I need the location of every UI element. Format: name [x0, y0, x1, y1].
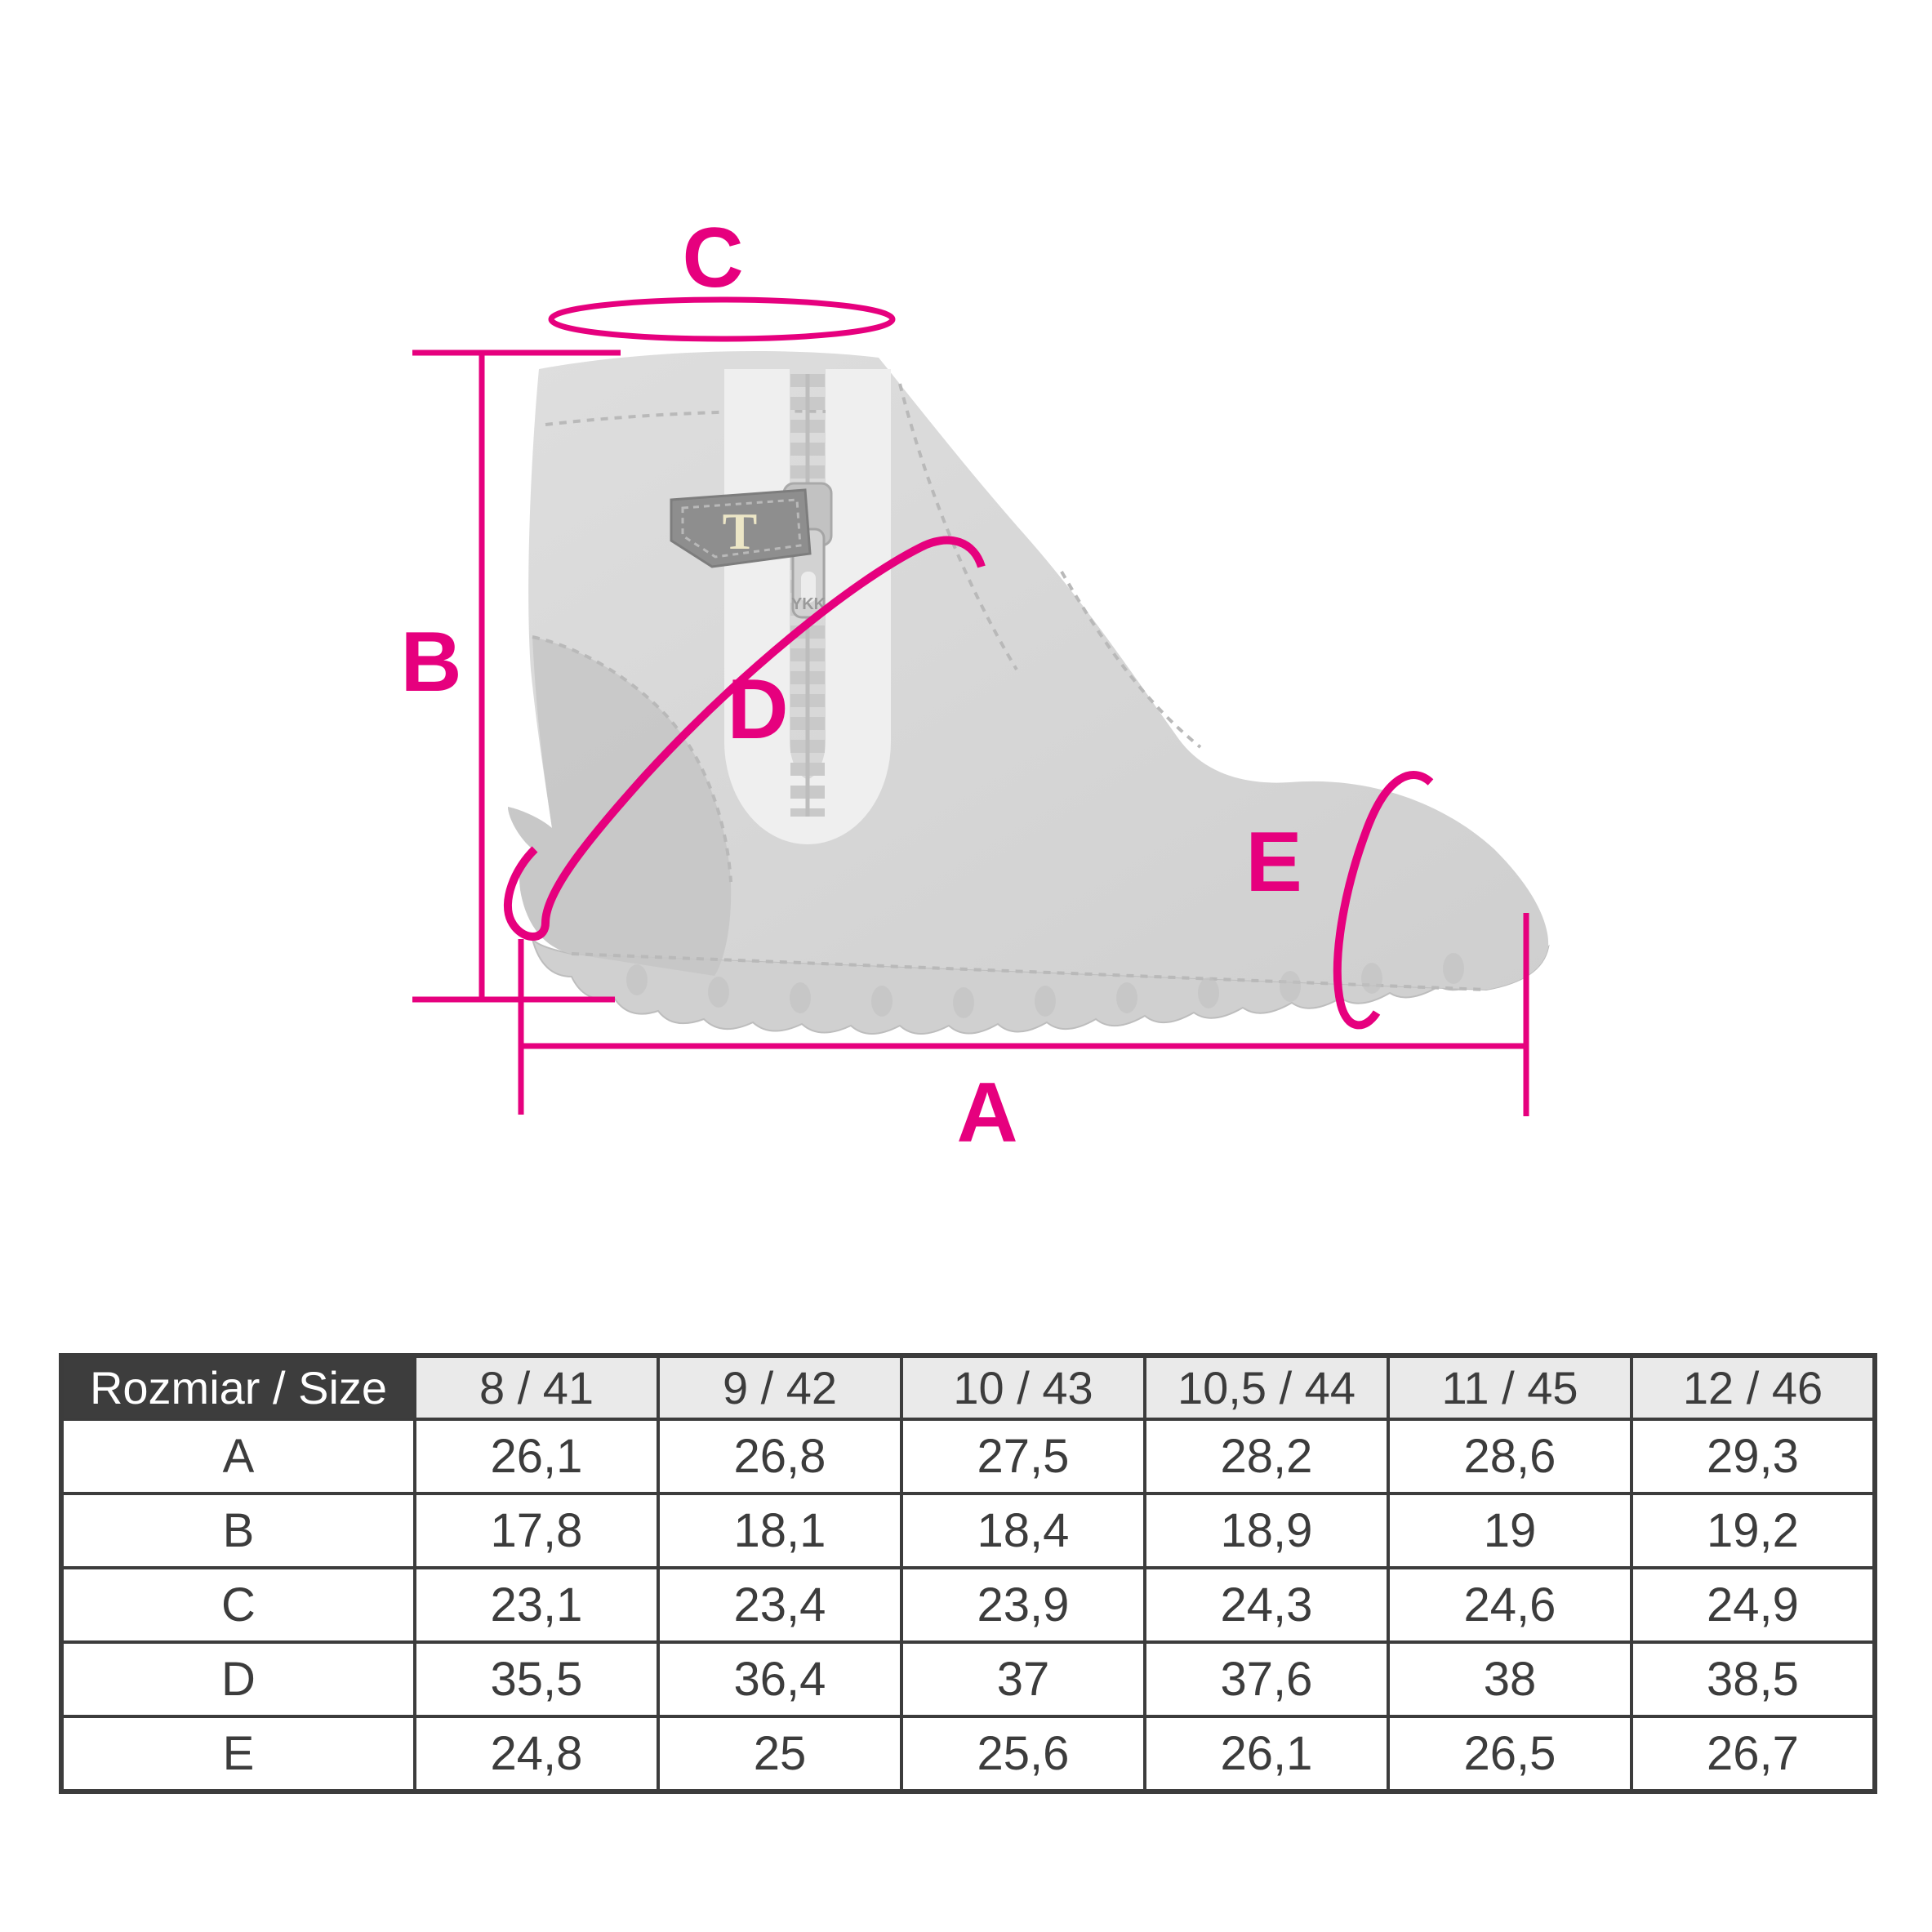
size-table-corner-cell: Rozmiar / Size [60, 1354, 416, 1421]
measurement-value: 26,7 [1630, 1715, 1876, 1793]
size-column-header: 8 / 41 [413, 1354, 660, 1421]
measurement-value: 23,4 [657, 1566, 903, 1644]
size-table-header-row: Rozmiar / Size 8 / 41 9 / 42 10 / 43 10,… [60, 1354, 1876, 1421]
measurement-value: 36,4 [657, 1640, 903, 1718]
measurement-value: 19 [1387, 1492, 1633, 1569]
measurement-value: 26,5 [1387, 1715, 1633, 1793]
measurement-value: 29,3 [1630, 1418, 1876, 1495]
measurement-value: 19,2 [1630, 1492, 1876, 1569]
size-table: Rozmiar / Size 8 / 41 9 / 42 10 / 43 10,… [59, 1353, 1877, 1794]
measurement-value: 25,6 [900, 1715, 1146, 1793]
size-column-header: 10 / 43 [900, 1354, 1146, 1421]
measurement-value: 38,5 [1630, 1640, 1876, 1718]
measurement-value: 18,1 [657, 1492, 903, 1569]
measurement-value: 37 [900, 1640, 1146, 1718]
tread-pattern [626, 953, 1464, 1018]
table-row-E: E 24,8 25 25,6 26,1 26,5 26,7 [60, 1715, 1876, 1793]
measurement-value: 24,6 [1387, 1566, 1633, 1644]
size-column-header: 11 / 45 [1387, 1354, 1633, 1421]
measurement-value: 18,4 [900, 1492, 1146, 1569]
measure-arc-D [504, 536, 986, 941]
boot-measurement-diagram: YKK T [400, 211, 1550, 1160]
measurement-value: 35,5 [413, 1640, 660, 1718]
measurement-value: 23,9 [900, 1566, 1146, 1644]
measure-arc-E [1333, 771, 1434, 1030]
label-E: E [1245, 815, 1302, 910]
measurement-value: 24,3 [1143, 1566, 1390, 1644]
brand-tag: T [670, 488, 812, 568]
measurement-value: 17,8 [413, 1492, 660, 1569]
size-column-header: 10,5 / 44 [1143, 1354, 1390, 1421]
size-column-header: 12 / 46 [1630, 1354, 1876, 1421]
measurement-value: 37,6 [1143, 1640, 1390, 1718]
brand-tag-letter: T [723, 502, 758, 560]
seam-stitching [532, 383, 1487, 991]
measurement-value: 23,1 [413, 1566, 660, 1644]
measurement-value: 26,1 [1143, 1715, 1390, 1793]
table-row-C: C 23,1 23,4 23,9 24,3 24,6 24,9 [60, 1566, 1876, 1644]
label-C: C [682, 211, 743, 305]
row-label: D [60, 1640, 416, 1718]
row-label: E [60, 1715, 416, 1793]
measurement-lines [412, 296, 1529, 1116]
measurement-value: 24,8 [413, 1715, 660, 1793]
measurement-value: 28,2 [1143, 1418, 1390, 1495]
table-row-B: B 17,8 18,1 18,4 18,9 19 19,2 [60, 1492, 1876, 1569]
table-row-D: D 35,5 36,4 37 37,6 38 38,5 [60, 1640, 1876, 1718]
table-row-A: A 26,1 26,8 27,5 28,2 28,6 29,3 [60, 1418, 1876, 1495]
row-label: B [60, 1492, 416, 1569]
label-A: A [956, 1066, 1017, 1160]
size-column-header: 9 / 42 [657, 1354, 903, 1421]
measurement-value: 26,8 [657, 1418, 903, 1495]
measurement-value: 24,9 [1630, 1566, 1876, 1644]
row-label: A [60, 1418, 416, 1495]
boot-diagram-svg: YKK T [400, 211, 1550, 1160]
zipper-brand-text: YKK [791, 595, 826, 613]
label-B: B [400, 615, 461, 710]
measurement-value: 26,1 [413, 1418, 660, 1495]
measure-ellipse-C [548, 296, 896, 342]
measurement-value: 18,9 [1143, 1492, 1390, 1569]
measurement-value: 27,5 [900, 1418, 1146, 1495]
measurement-value: 38 [1387, 1640, 1633, 1718]
row-label: C [60, 1566, 416, 1644]
measurement-value: 28,6 [1387, 1418, 1633, 1495]
label-D: D [727, 662, 788, 757]
measurement-value: 25 [657, 1715, 903, 1793]
measurement-letters: C B D E A [400, 211, 1302, 1160]
